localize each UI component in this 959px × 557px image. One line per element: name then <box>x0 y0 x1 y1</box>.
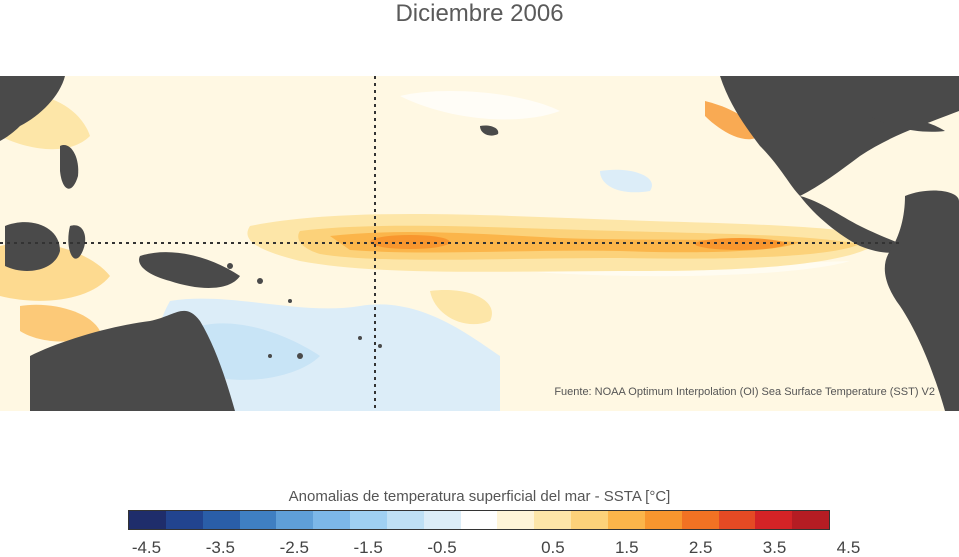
island <box>378 344 382 348</box>
colorbar-tick-label: 0.5 <box>541 538 565 557</box>
colorbar-tick-label: 3.5 <box>762 538 787 557</box>
warm-core-west <box>370 235 450 249</box>
land-new-guinea <box>139 252 240 288</box>
colorbar-swatch <box>607 511 645 529</box>
colorbar-swatch <box>313 511 351 529</box>
colorbar-swatch <box>276 511 314 529</box>
warm-patch-south-central <box>430 290 492 325</box>
colorbar-swatch <box>792 511 830 529</box>
colorbar <box>128 510 830 530</box>
island <box>288 299 292 303</box>
warm-band-inner <box>330 232 800 253</box>
cool-anomaly-south-pacific <box>200 323 320 380</box>
white-patch-north <box>400 91 560 120</box>
warm-core-east <box>695 238 785 250</box>
land-hawaii <box>480 125 499 136</box>
colorbar-swatch <box>202 511 240 529</box>
colorbar-swatch <box>386 511 424 529</box>
colorbar-tick-label: -0.5 <box>427 538 457 557</box>
colorbar-tick-label: 4.5 <box>836 538 861 557</box>
colorbar-swatch <box>644 511 682 529</box>
colorbar-swatch <box>571 511 608 529</box>
land-philippines <box>60 145 79 189</box>
land-australia <box>30 310 235 411</box>
cool-anomaly-north-east <box>600 169 652 193</box>
island <box>268 354 272 358</box>
warm-patch-baja <box>705 101 760 140</box>
colorbar-tick-label: -1.5 <box>353 538 383 557</box>
land-south-america <box>884 190 959 411</box>
colorbar-swatch <box>423 511 461 529</box>
colorbar-swatch <box>460 511 498 529</box>
land-sulawesi <box>68 225 86 259</box>
colorbar-swatch <box>497 511 535 529</box>
island <box>358 336 362 340</box>
island <box>257 278 263 284</box>
colorbar-swatch <box>239 511 277 529</box>
map-title: Diciembre 2006 <box>395 0 564 27</box>
land-central-america <box>800 196 905 253</box>
colorbar-swatch <box>534 511 572 529</box>
land-asia-northwest <box>0 76 65 141</box>
colorbar-tick-label: 2.5 <box>688 538 713 557</box>
colorbar-swatch <box>350 511 387 529</box>
warm-patch-australia-nw <box>20 304 100 342</box>
land-north-america <box>720 76 959 196</box>
colorbar-tick-label: -3.5 <box>205 538 236 557</box>
land-borneo <box>5 222 60 271</box>
sst-anomaly-map: Fuente: NOAA Optimum Interpolation (OI) … <box>0 76 959 411</box>
land-cuba <box>870 115 945 132</box>
data-source-note: Fuente: NOAA Optimum Interpolation (OI) … <box>554 386 935 398</box>
colorbar-swatch <box>681 511 719 529</box>
colorbar-swatch <box>129 511 166 529</box>
colorbar-ticks: -4.5 -3.5 -2.5 -1.5 -0.5 0.5 1.5 2.5 3.5 4.5 <box>128 538 860 557</box>
colorbar-tick-label: -4.5 <box>131 538 162 557</box>
colorbar-swatch <box>165 511 203 529</box>
island <box>297 353 303 359</box>
island <box>227 263 233 269</box>
colorbar-swatch <box>718 511 756 529</box>
colorbar-tick-label: -2.5 <box>279 538 309 557</box>
colorbar-swatch <box>755 511 793 529</box>
legend-title: Anomalias de temperatura superficial del… <box>288 488 671 505</box>
colorbar-tick-label: 1.5 <box>614 538 639 557</box>
